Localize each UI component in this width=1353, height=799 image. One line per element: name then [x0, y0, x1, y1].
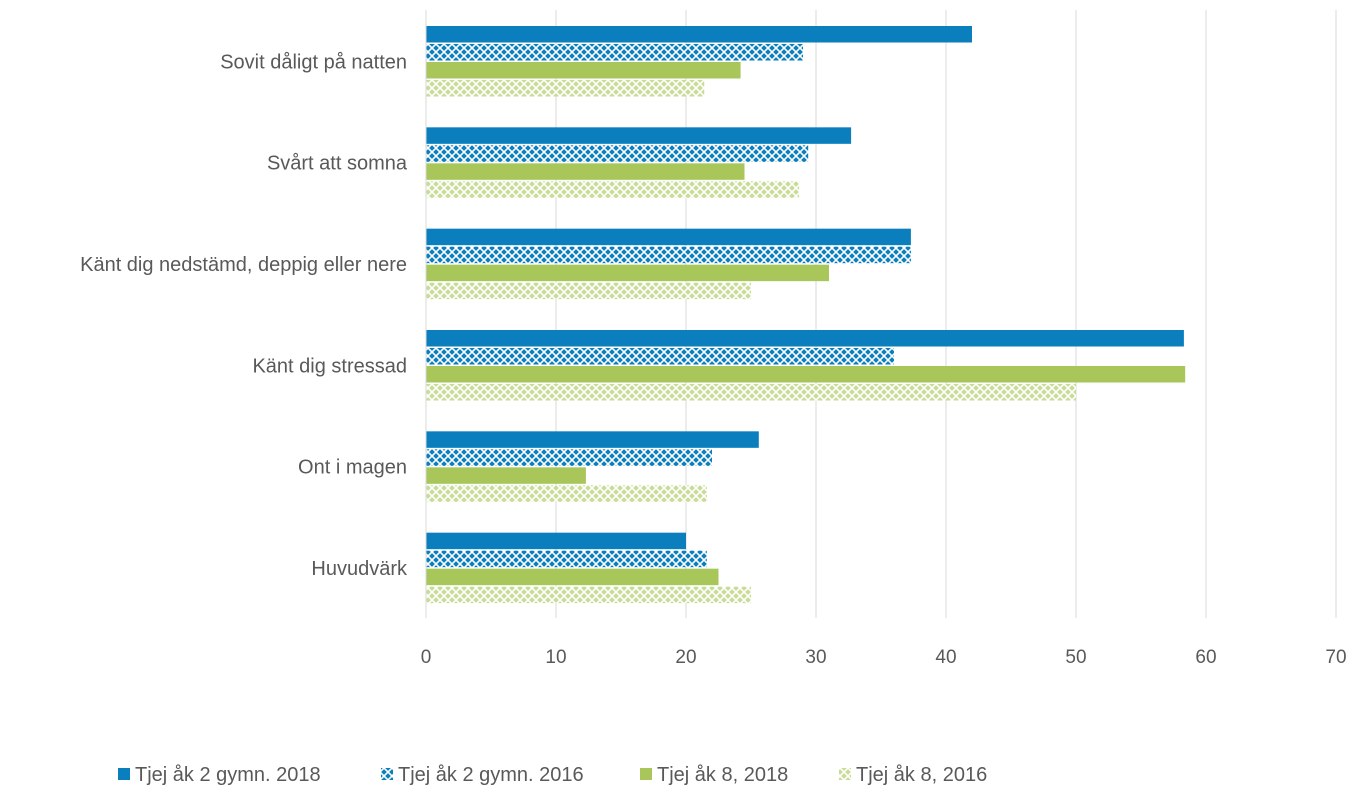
category-label: Känt dig stressad [252, 355, 407, 377]
axes: 0 10 20 30 40 50 60 70 Sovit dåligt på natten Svå… [80, 10, 1347, 668]
bar-4-4 [426, 384, 1076, 401]
bar-1-3 [426, 228, 911, 246]
bar-1-2 [426, 127, 852, 144]
category-label: Ont i magen [298, 457, 407, 479]
bar-3-2 [426, 163, 745, 180]
x-tick-label: 30 [805, 647, 826, 668]
bar-3-3 [426, 264, 829, 282]
bar-1-4 [426, 330, 1184, 347]
category-label: Känt dig nedstämd, deppig eller nere [80, 254, 407, 276]
bars [426, 26, 1186, 604]
legend-label: Tjej åk 2 gymn. 2016 [398, 764, 584, 786]
bar-2-6 [426, 550, 707, 568]
bar-4-3 [426, 282, 751, 300]
category-label: Sovit dåligt på natten [220, 51, 407, 73]
category-label: Svårt att somna [267, 153, 408, 175]
bar-3-1 [426, 62, 741, 79]
legend-label: Tjej åk 8, 2018 [657, 764, 788, 786]
x-tick-label: 70 [1325, 647, 1346, 668]
bar-3-4 [426, 366, 1186, 383]
bar-1-1 [426, 26, 972, 43]
legend-label: Tjej åk 2 gymn. 2018 [135, 764, 321, 786]
bar-1-5 [426, 431, 759, 448]
gridlines [425, 10, 1337, 618]
x-tick-label: 20 [675, 647, 696, 668]
bar-3-6 [426, 568, 719, 586]
bar-4-5 [426, 485, 707, 502]
bar-2-5 [426, 449, 712, 466]
category-label: Huvudvärk [311, 558, 408, 580]
legend-swatch [118, 768, 130, 780]
bar-4-1 [426, 80, 705, 97]
x-tick-label: 40 [935, 647, 956, 668]
bar-2-4 [426, 348, 894, 365]
bar-3-5 [426, 467, 586, 484]
x-tick-label: 60 [1195, 647, 1216, 668]
legend-swatch [640, 768, 652, 780]
bar-4-6 [426, 586, 751, 604]
bar-1-6 [426, 532, 686, 550]
bar-2-1 [426, 44, 803, 61]
legend: Tjej åk 2 gymn. 2018 Tjej åk 2 gymn. 2016… [118, 764, 987, 786]
x-tick-label: 50 [1065, 647, 1086, 668]
bar-2-3 [426, 246, 911, 264]
legend-label: Tjej åk 8, 2016 [856, 764, 987, 786]
x-tick-label: 10 [545, 647, 566, 668]
bar-2-2 [426, 145, 809, 162]
bar-4-2 [426, 181, 800, 198]
legend-swatch [839, 768, 851, 780]
legend-swatch [381, 768, 393, 780]
x-tick-label: 0 [421, 647, 432, 668]
